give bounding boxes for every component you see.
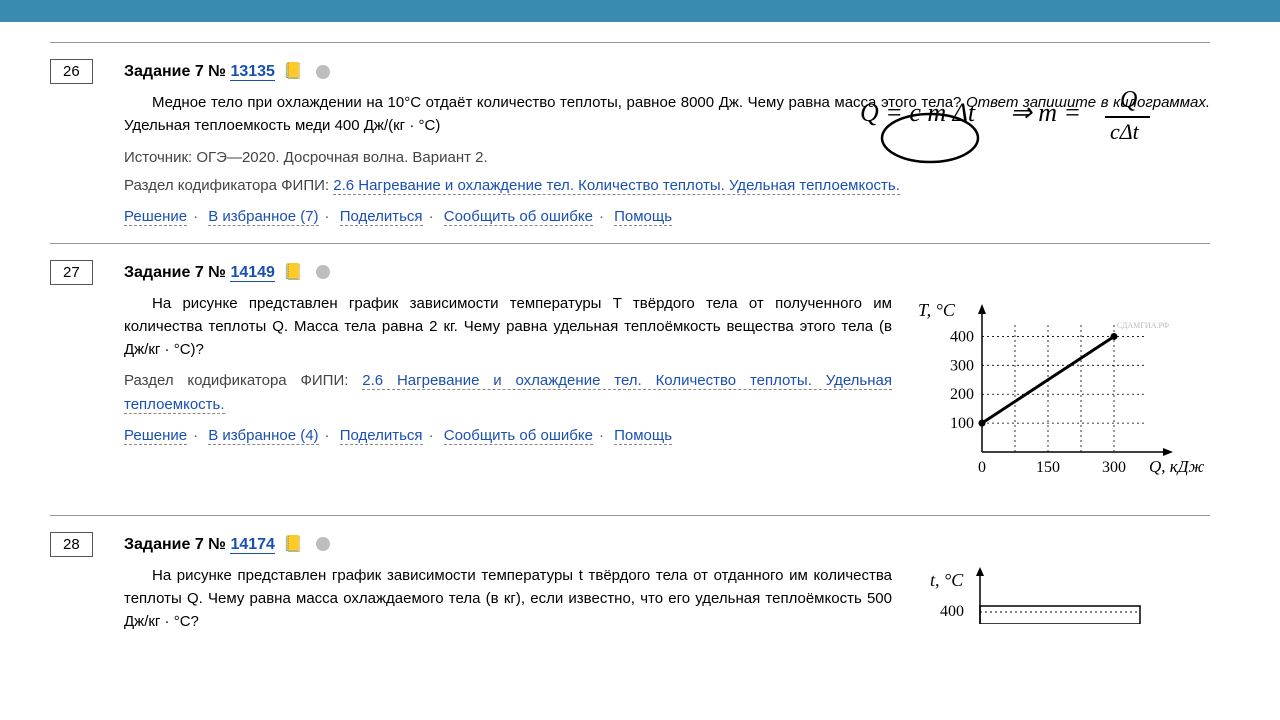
title-prefix: Задание 7 №	[124, 264, 230, 281]
favorite-link[interactable]: В избранное (7)	[208, 208, 318, 226]
svg-text:Q, кДж: Q, кДж	[1149, 457, 1205, 476]
task-text: Медное тело при охлаждении на 10°C отдаё…	[124, 91, 1210, 138]
svg-text:300: 300	[950, 357, 974, 374]
folder-icon[interactable]: 📒	[283, 536, 303, 553]
task-title: Задание 7 № 13135 📒	[124, 61, 1210, 81]
report-link[interactable]: Сообщить об ошибке	[444, 208, 593, 226]
folder-icon[interactable]: 📒	[283, 264, 303, 281]
task-fipi: Раздел кодификатора ФИПИ: 2.6 Нагревание…	[124, 174, 1210, 198]
task-id-link[interactable]: 14149	[230, 264, 275, 282]
svg-text:0: 0	[978, 459, 986, 476]
temperature-chart: T, °C 100 200 300 400 0 150 300 Q, кДж СДАМГИА.РФ	[910, 292, 1210, 497]
title-prefix: Задание 7 №	[124, 536, 230, 553]
task-id-link[interactable]: 14174	[230, 536, 275, 554]
task-number: 27	[50, 260, 93, 285]
help-link[interactable]: Помощь	[614, 208, 672, 226]
task-actions: Решение· В избранное (4)· Поделиться· Со…	[124, 427, 892, 444]
svg-text:150: 150	[1036, 459, 1060, 476]
svg-text:400: 400	[940, 603, 964, 620]
status-dot-icon	[316, 265, 330, 279]
task-number: 26	[50, 59, 93, 84]
temperature-chart-partial: t, °C 400	[910, 564, 1210, 629]
share-link[interactable]: Поделиться	[340, 427, 423, 445]
task-number: 28	[50, 532, 93, 557]
task-source: Источник: ОГЭ—2020. Досрочная волна. Вар…	[124, 146, 1210, 170]
svg-text:T, °C: T, °C	[918, 300, 956, 320]
task-id-link[interactable]: 13135	[230, 63, 275, 81]
top-bar	[0, 0, 1280, 22]
report-link[interactable]: Сообщить об ошибке	[444, 427, 593, 445]
svg-text:400: 400	[950, 328, 974, 345]
svg-text:100: 100	[950, 415, 974, 432]
title-prefix: Задание 7 №	[124, 63, 230, 80]
page-content: 26 Задание 7 № 13135 📒 Медное тело при о…	[30, 22, 1250, 659]
svg-text:t, °C: t, °C	[930, 570, 964, 590]
solution-link[interactable]: Решение	[124, 427, 187, 445]
task-block: 26 Задание 7 № 13135 📒 Медное тело при о…	[50, 42, 1210, 243]
share-link[interactable]: Поделиться	[340, 208, 423, 226]
task-title: Задание 7 № 14149 📒	[124, 262, 1210, 282]
task-fipi: Раздел кодификатора ФИПИ: 2.6 Нагревание…	[124, 369, 892, 417]
svg-text:200: 200	[950, 386, 974, 403]
solution-link[interactable]: Решение	[124, 208, 187, 226]
svg-text:СДАМГИА.РФ: СДАМГИА.РФ	[1117, 321, 1169, 330]
task-text: На рисунке представлен график зависимост…	[124, 564, 892, 634]
status-dot-icon	[316, 65, 330, 79]
task-actions: Решение· В избранное (7)· Поделиться· Со…	[124, 208, 1210, 225]
task-block: 27 Задание 7 № 14149 📒 На рисунке предст…	[50, 243, 1210, 515]
task-title: Задание 7 № 14174 📒	[124, 534, 1210, 554]
help-link[interactable]: Помощь	[614, 427, 672, 445]
task-text: На рисунке представлен график зависимост…	[124, 292, 892, 362]
svg-text:300: 300	[1102, 459, 1126, 476]
favorite-link[interactable]: В избранное (4)	[208, 427, 318, 445]
status-dot-icon	[316, 537, 330, 551]
task-block: 28 Задание 7 № 14174 📒 На рисунке предст…	[50, 515, 1210, 660]
folder-icon[interactable]: 📒	[283, 63, 303, 80]
fipi-link[interactable]: 2.6 Нагревание и охлаждение тел. Количес…	[333, 177, 900, 195]
